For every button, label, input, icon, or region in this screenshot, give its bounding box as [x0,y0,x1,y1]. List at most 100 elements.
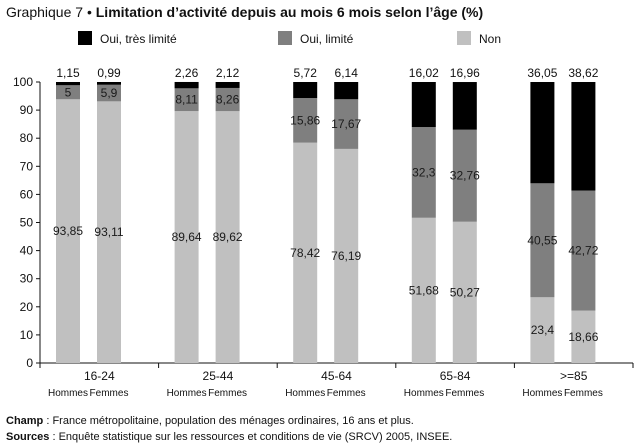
data-label: 8,11 [175,93,198,107]
bar-segment [174,88,199,112]
bar-segment [293,98,318,143]
y-tick-label: 80 [20,131,34,145]
data-label: 15,86 [290,113,320,127]
data-label: 18,66 [568,330,598,344]
data-label: 76,19 [331,249,361,263]
bar-segment [452,129,477,222]
bar-segment [571,190,596,311]
data-label: 5,72 [294,66,318,80]
sub-category-label: Hommes [167,388,207,399]
data-label: 5 [65,85,72,99]
bar-segment [452,82,477,130]
data-label: 36,05 [527,66,557,80]
data-label: 8,26 [216,93,240,107]
sub-category-label: Femmes [564,388,603,399]
sub-category-label: Hommes [404,388,444,399]
bar-segment [530,183,555,298]
sub-category-label: Hommes [48,388,88,399]
data-label: 89,62 [213,230,243,244]
y-tick-label: 40 [20,244,34,258]
data-label: 38,62 [568,66,598,80]
data-label: 93,85 [53,224,83,238]
note-sources: Sources : Enquête statistique sur les re… [6,431,452,443]
y-tick-label: 30 [20,272,34,286]
bar-segment [530,82,555,184]
data-label: 2,12 [216,66,240,80]
legend-swatch [78,31,92,45]
bar-segment [571,310,596,363]
legend-swatch [457,31,471,45]
bar-segment [56,85,80,100]
data-label: 0,99 [97,66,121,80]
data-label: 2,26 [175,66,199,80]
data-label: 40,55 [527,233,557,247]
data-label: 23,4 [531,323,555,337]
sub-category-label: Femmes [445,388,484,399]
data-label: 16,02 [409,66,439,80]
sub-category-label: Hommes [285,388,325,399]
bar-segment [411,127,436,218]
data-label: 32,76 [450,169,480,183]
bar-segment [571,82,596,191]
y-tick-label: 60 [20,187,34,201]
sub-category-label: Femmes [327,388,366,399]
data-label: 5,9 [101,86,118,100]
champ-text: : France métropolitaine, population des … [43,415,414,427]
bar-segment [174,81,199,89]
sub-category-label: Hommes [522,388,562,399]
data-label: 78,42 [290,246,320,260]
y-tick-label: 20 [20,300,34,314]
bar-segment [56,99,80,364]
y-tick-label: 90 [20,103,34,117]
bar-segment [411,217,436,363]
group-label: >=85 [560,369,588,383]
bar-segment [174,111,199,363]
bar-segment [411,82,436,128]
champ-label: Champ [6,415,44,427]
bar-segment [56,82,80,86]
legend-label: Oui, limité [300,32,354,46]
chart-title: Graphique 7 • Limitation d’activité depu… [6,4,483,20]
data-label: 16,96 [450,66,480,80]
y-tick-label: 10 [20,328,34,342]
data-label: 17,67 [331,117,361,131]
data-label: 42,72 [568,244,598,258]
figure-label: Graphique 7 [6,4,84,20]
data-label: 50,27 [450,285,480,299]
legend-swatch [278,31,292,45]
sources-text: : Enquête statistique sur les ressources… [49,431,453,443]
y-tick-label: 70 [20,159,34,173]
group-label: 65-84 [440,369,471,383]
bar-segment [452,221,477,363]
bar-segment [215,87,240,112]
y-tick-label: 0 [26,356,33,370]
bar-segment [97,82,121,85]
note-champ: Champ : France métropolitaine, populatio… [6,415,414,427]
sub-category-label: Femmes [90,388,129,399]
legend-label: Non [479,32,501,46]
y-tick-label: 100 [13,75,33,89]
group-label: 25-44 [203,369,234,383]
group-label: 45-64 [321,369,352,383]
sources-label: Sources [6,431,50,443]
bar-segment [334,148,359,363]
bar-segment [97,101,121,363]
bar-segment [530,297,555,363]
bar-segment [215,82,240,88]
stacked-bar-chart: Oui, très limité Oui, limité Non 0 10 20 30 40 5… [13,31,634,399]
title-bullet: • [86,4,92,20]
data-label: 51,68 [409,283,439,297]
data-label: 1,15 [56,66,80,80]
bar-segment [293,82,318,99]
bar-segment [334,82,359,100]
bar-segment [334,99,359,149]
legend-label: Oui, très limité [100,32,177,46]
figure-title-text: Limitation d’activité depuis au mois 6 m… [95,4,484,20]
data-label: 89,64 [172,230,202,244]
bar-segment [97,84,121,102]
group-label: 16-24 [84,369,115,383]
y-tick-label: 50 [20,216,34,230]
data-label: 32,3 [412,165,436,179]
bar-segment [215,111,240,363]
data-label: 93,11 [94,225,123,239]
